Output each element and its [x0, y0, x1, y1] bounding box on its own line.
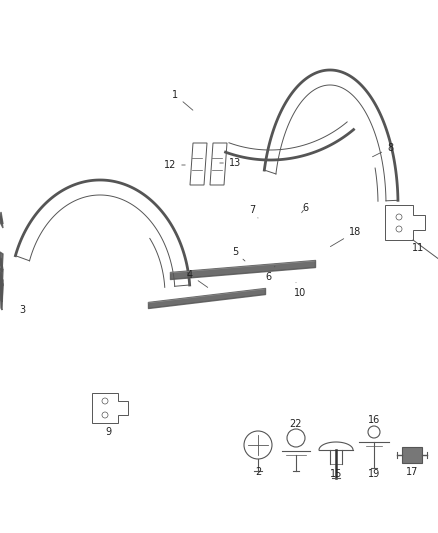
Text: 17: 17 — [406, 467, 418, 477]
Polygon shape — [0, 278, 3, 310]
Text: 10: 10 — [294, 282, 306, 298]
Text: 4: 4 — [187, 270, 208, 287]
Text: 16: 16 — [368, 415, 380, 425]
Text: 13: 13 — [220, 158, 241, 168]
Text: 22: 22 — [290, 419, 302, 429]
Text: 19: 19 — [368, 469, 380, 479]
Polygon shape — [0, 282, 3, 302]
Text: 8: 8 — [372, 143, 393, 157]
Text: 11: 11 — [412, 243, 424, 253]
Text: 9: 9 — [105, 427, 111, 437]
Text: 15: 15 — [330, 469, 342, 479]
Text: 18: 18 — [330, 227, 361, 247]
Text: 7: 7 — [249, 205, 258, 218]
Text: 5: 5 — [232, 247, 245, 261]
Text: 3: 3 — [19, 305, 25, 315]
Polygon shape — [0, 272, 3, 286]
Polygon shape — [0, 252, 3, 272]
Bar — [402, 447, 422, 463]
Polygon shape — [0, 212, 3, 224]
Text: 1: 1 — [172, 90, 193, 110]
Polygon shape — [0, 258, 3, 270]
Polygon shape — [0, 268, 3, 292]
Text: 2: 2 — [255, 467, 261, 477]
Text: 6: 6 — [302, 203, 308, 213]
Text: 6: 6 — [265, 266, 275, 282]
Text: 12: 12 — [164, 160, 185, 170]
Polygon shape — [0, 216, 3, 228]
